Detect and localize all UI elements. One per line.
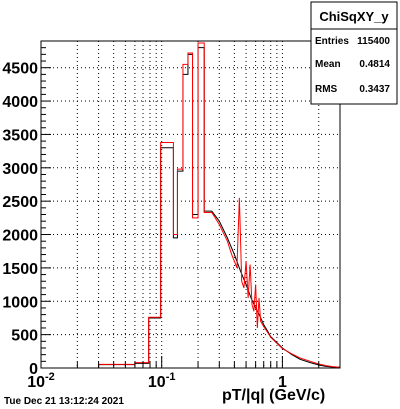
stats-box: ChiSqXY_y Entries 115400 Mean 0.4814 RMS… <box>310 1 398 105</box>
y-tick-label: 2000 <box>2 228 38 245</box>
series-red-line <box>41 42 341 369</box>
tick-labels: 0 500 1000 1500 2000 2500 3000 3500 4000 4500 10-2… <box>2 61 287 391</box>
x-axis-label: pT/|q| (GeV/c) <box>222 387 325 404</box>
plot-frame <box>40 40 341 369</box>
y-tick-label: 3000 <box>2 161 38 178</box>
stats-box-title: ChiSqXY_y <box>319 9 389 24</box>
stats-rms-value: 0.3437 <box>359 84 390 95</box>
y-tick-label: 3500 <box>2 127 38 144</box>
y-tick-label: 1500 <box>2 261 38 278</box>
timestamp: Tue Dec 21 13:12:24 2021 <box>4 396 124 407</box>
y-tick-label: 1000 <box>2 294 38 311</box>
y-tick-label: 2500 <box>2 194 38 211</box>
y-tick-label: 4000 <box>2 94 38 111</box>
stats-entries-value: 115400 <box>357 36 390 47</box>
stats-entries-label: Entries <box>315 36 349 47</box>
y-tick-label: 500 <box>11 328 38 345</box>
y-tick-label: 0 <box>29 361 38 378</box>
x-tick-label: 10-2 <box>27 371 55 391</box>
x-tick-label: 10-1 <box>148 371 176 391</box>
axis-ticks <box>40 40 341 369</box>
stats-rms-label: RMS <box>315 84 338 95</box>
stats-mean-label: Mean <box>315 59 341 70</box>
stats-box-frame <box>310 1 398 105</box>
y-tick-label: 4500 <box>2 61 38 78</box>
x-tick-label: 1 <box>278 374 287 391</box>
stats-mean-value: 0.4814 <box>359 59 390 70</box>
grid-lines <box>41 41 340 368</box>
series-layer <box>41 42 341 369</box>
